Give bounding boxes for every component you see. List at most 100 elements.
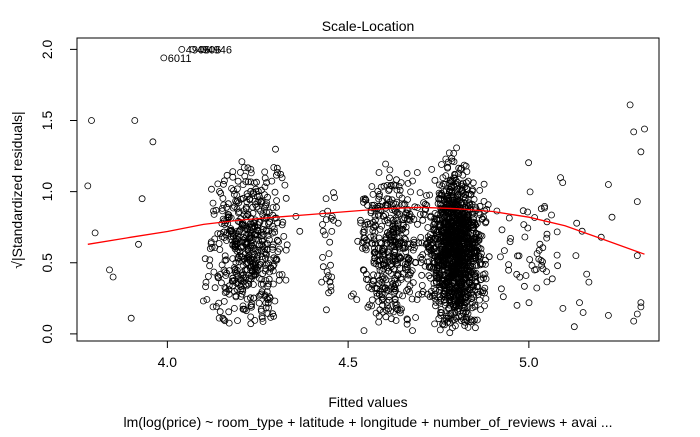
residual-point (422, 206, 430, 214)
residual-point (375, 244, 383, 252)
residual-point (465, 218, 473, 226)
residual-point (420, 199, 428, 207)
residual-point (281, 181, 289, 189)
residual-point (442, 314, 450, 322)
residual-point (389, 216, 397, 224)
residual-point (278, 221, 286, 229)
residual-point (452, 199, 460, 207)
residual-point (206, 262, 214, 270)
residual-point (434, 200, 442, 208)
residual-point (239, 262, 247, 270)
residual-point (265, 236, 273, 244)
residual-point (362, 246, 370, 254)
residual-point (272, 171, 280, 179)
residual-point (261, 292, 269, 300)
residual-point (382, 233, 390, 241)
residual-point (418, 255, 426, 263)
residual-point (230, 191, 238, 198)
residual-point (357, 216, 364, 224)
residual-point (425, 245, 433, 253)
residual-point (262, 304, 270, 312)
residual-point (370, 271, 377, 279)
residual-point (417, 259, 425, 267)
residual-point (222, 285, 230, 292)
residual-point (396, 186, 404, 194)
residual-point (227, 233, 235, 241)
residual-point (457, 269, 465, 277)
residual-point (318, 278, 326, 286)
residual-point (247, 178, 255, 186)
y-axis-label: √|Standardized residuals| (9, 111, 25, 268)
residual-point (472, 230, 480, 238)
residual-point (404, 316, 411, 324)
residual-point (282, 194, 290, 202)
residual-point (420, 210, 427, 218)
residual-point (380, 182, 388, 190)
residual-point (528, 262, 536, 269)
residual-point (249, 281, 257, 288)
residual-point (261, 241, 269, 248)
residual-point (524, 208, 531, 216)
residual-point (548, 275, 556, 283)
residual-point (499, 293, 507, 301)
residual-point (605, 181, 612, 188)
residual-point (454, 222, 462, 230)
residual-point (378, 273, 386, 281)
residual-point (248, 300, 256, 308)
residual-point (637, 299, 645, 307)
residual-point (229, 173, 237, 181)
residual-point (401, 200, 409, 208)
residual-point (431, 220, 439, 228)
residual-point (548, 211, 555, 219)
residual-point (483, 205, 491, 213)
residual-point (538, 261, 546, 269)
residual-point (235, 258, 243, 266)
residual-point (279, 218, 287, 226)
residual-point (246, 294, 254, 302)
residual-point (249, 209, 257, 217)
residual-point (437, 253, 444, 260)
residual-point (262, 299, 270, 307)
residual-point (244, 164, 252, 172)
residual-point (361, 234, 369, 242)
residual-point (261, 267, 269, 275)
residual-point (370, 249, 378, 256)
residual-point (469, 186, 476, 194)
residual-point (270, 225, 278, 233)
residual-point (432, 269, 440, 277)
residual-point (353, 296, 361, 304)
y-tick-label: 0.5 (39, 253, 55, 273)
residual-point (539, 258, 546, 266)
residual-point (437, 222, 445, 230)
residual-point (526, 188, 534, 196)
residual-point (244, 178, 252, 186)
residual-point (390, 308, 398, 316)
residual-point (210, 268, 218, 276)
residual-point (382, 211, 390, 219)
residual-point (251, 316, 259, 324)
residual-point (465, 250, 473, 257)
residual-point (231, 240, 239, 248)
residual-point (474, 288, 482, 296)
residual-point (455, 170, 463, 178)
residual-point (447, 182, 455, 190)
residual-point (271, 228, 279, 236)
residual-point (381, 284, 389, 292)
residual-point (127, 314, 135, 322)
residual-point (481, 302, 488, 310)
residual-point (427, 263, 435, 271)
residual-point (462, 162, 470, 170)
residual-point (233, 185, 241, 193)
residual-point (362, 236, 370, 244)
residual-point (384, 258, 392, 266)
residual-point (515, 252, 523, 260)
residual-point (455, 215, 463, 223)
residual-point (472, 221, 480, 229)
residual-point (258, 313, 266, 321)
residual-point (221, 257, 229, 264)
residual-point (234, 217, 242, 225)
residual-point (323, 268, 331, 276)
residual-point (249, 242, 256, 250)
residual-point (481, 256, 489, 264)
residual-point (268, 177, 276, 185)
